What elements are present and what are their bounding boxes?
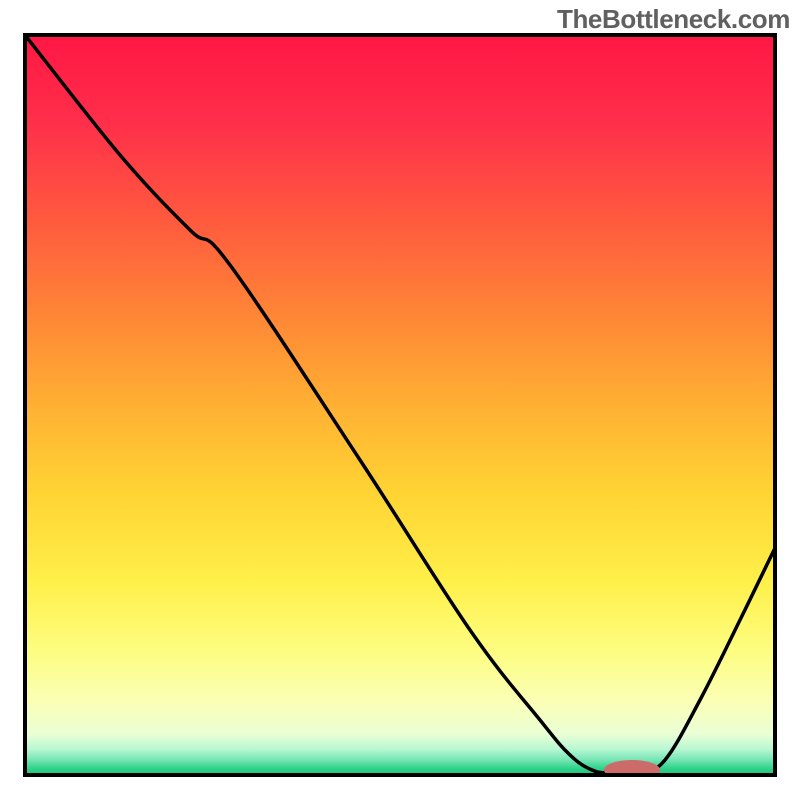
watermark-text: TheBottleneck.com — [557, 4, 790, 35]
bottleneck-chart: TheBottleneck.com — [0, 0, 800, 800]
chart-svg — [0, 0, 800, 800]
gradient-background — [25, 35, 775, 775]
